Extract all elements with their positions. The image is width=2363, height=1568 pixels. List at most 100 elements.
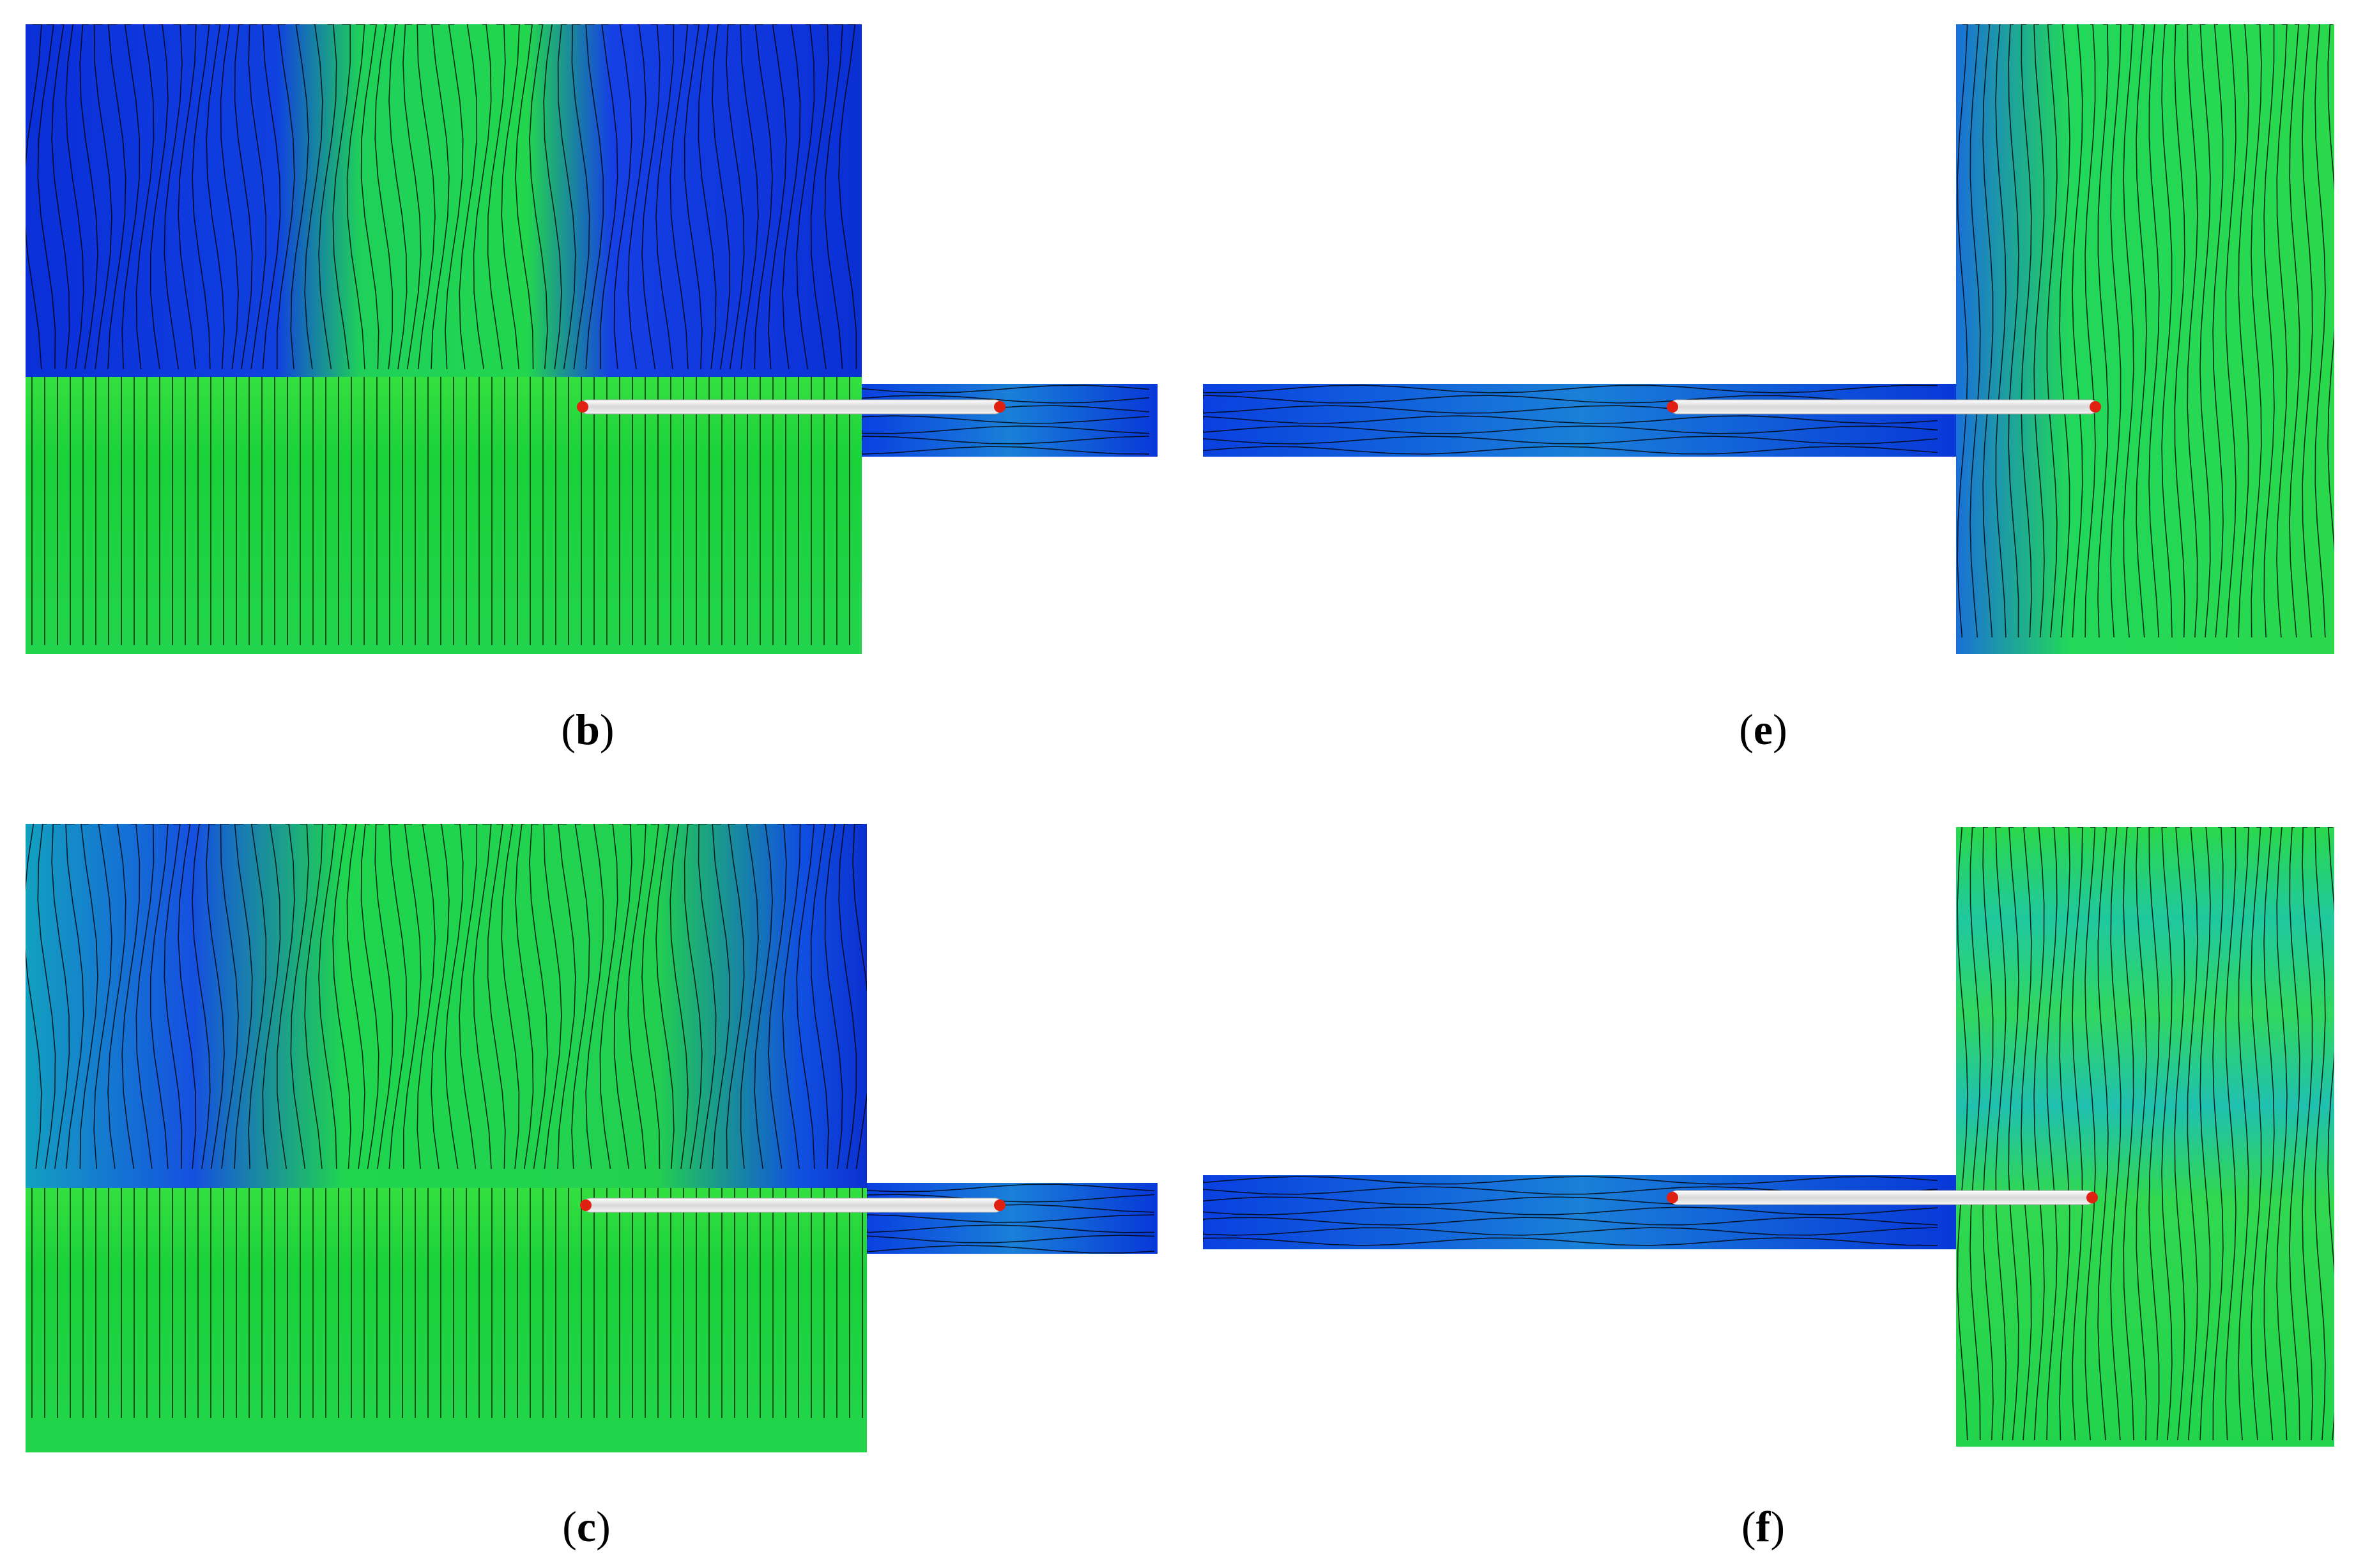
streamline bbox=[862, 436, 1150, 445]
blade-tip bbox=[2090, 401, 2101, 413]
streamline bbox=[149, 24, 169, 370]
streamline bbox=[543, 24, 562, 370]
streamline bbox=[1957, 24, 1968, 638]
label-open: ( bbox=[1739, 705, 1754, 754]
streamline bbox=[796, 824, 815, 1169]
streamline bbox=[2008, 827, 2019, 1441]
streamline bbox=[318, 24, 337, 370]
streamline bbox=[2033, 24, 2045, 638]
streamline bbox=[712, 24, 731, 370]
streamline bbox=[2033, 827, 2045, 1441]
streamline bbox=[487, 824, 506, 1169]
blade bbox=[1669, 399, 2099, 415]
streamline bbox=[2097, 827, 2109, 1441]
streamline bbox=[2084, 827, 2096, 1441]
flow-panel bbox=[26, 24, 1158, 654]
streamline bbox=[178, 824, 197, 1169]
streamline bbox=[51, 24, 70, 370]
streamline bbox=[515, 24, 534, 370]
streamline bbox=[473, 24, 492, 370]
streamline bbox=[487, 24, 506, 370]
streamline bbox=[796, 24, 815, 370]
panel-label: (f) bbox=[1741, 1502, 1785, 1551]
streamline bbox=[1203, 384, 1938, 393]
streamline bbox=[2148, 827, 2160, 1441]
streamline bbox=[2263, 827, 2275, 1441]
streamline bbox=[234, 24, 253, 370]
streamline bbox=[1203, 1176, 1938, 1185]
blade-tip bbox=[580, 1199, 592, 1211]
streamline bbox=[1203, 1206, 1938, 1215]
streamline bbox=[2238, 24, 2249, 638]
streamline bbox=[290, 24, 309, 370]
streamline bbox=[2008, 24, 2019, 638]
label-open: ( bbox=[561, 705, 576, 754]
streamline bbox=[360, 24, 379, 370]
streamline bbox=[599, 824, 618, 1169]
streamlines bbox=[26, 824, 867, 1169]
freestream-region bbox=[26, 377, 862, 654]
streamline bbox=[1203, 446, 1938, 455]
channel bbox=[1203, 384, 1956, 457]
streamline bbox=[501, 24, 520, 370]
streamline bbox=[1203, 395, 1938, 404]
streamline bbox=[543, 824, 562, 1169]
label-letter: c bbox=[577, 1502, 596, 1551]
streamline bbox=[2199, 827, 2211, 1441]
streamline bbox=[374, 24, 394, 370]
streamline bbox=[2136, 24, 2147, 638]
streamline bbox=[1982, 827, 1994, 1441]
freestream-region bbox=[1956, 24, 2334, 654]
streamline bbox=[2059, 24, 2070, 638]
label-close: ) bbox=[596, 1502, 611, 1551]
streamline bbox=[403, 824, 422, 1169]
panel-labels: (b) (e)(c) (f) bbox=[561, 705, 1787, 1551]
streamline bbox=[571, 24, 590, 370]
streamline bbox=[388, 824, 408, 1169]
streamline bbox=[248, 24, 267, 370]
streamline bbox=[277, 824, 295, 1169]
streamline bbox=[824, 24, 843, 370]
streamline bbox=[234, 824, 253, 1169]
streamline bbox=[571, 824, 590, 1169]
streamlines bbox=[1957, 24, 2334, 638]
streamline bbox=[2187, 24, 2198, 638]
streamline bbox=[2046, 24, 2058, 638]
label-letter: b bbox=[576, 705, 600, 754]
streamline bbox=[585, 24, 604, 370]
streamline bbox=[810, 24, 829, 370]
streamline bbox=[459, 824, 478, 1169]
vortex-region bbox=[26, 24, 862, 377]
blade-tip bbox=[1667, 1192, 1678, 1203]
streamline bbox=[262, 24, 281, 370]
streamline bbox=[867, 1184, 1155, 1192]
streamline bbox=[318, 824, 337, 1169]
flow-panel bbox=[26, 824, 1158, 1452]
streamline bbox=[2110, 827, 2122, 1441]
streamline bbox=[1995, 827, 2007, 1441]
blade bbox=[579, 399, 1003, 415]
streamlines bbox=[26, 24, 857, 370]
streamline bbox=[613, 24, 632, 370]
streamline bbox=[1203, 415, 1938, 424]
streamline bbox=[740, 24, 759, 370]
streamline bbox=[838, 24, 857, 370]
streamline bbox=[2161, 827, 2173, 1441]
streamline bbox=[51, 824, 70, 1169]
streamline bbox=[346, 824, 365, 1169]
streamline bbox=[2072, 827, 2083, 1441]
streamline bbox=[276, 24, 295, 370]
streamline bbox=[1969, 24, 1981, 638]
streamline bbox=[669, 824, 689, 1169]
streamline bbox=[164, 24, 183, 370]
streamline bbox=[698, 824, 717, 1169]
streamline bbox=[768, 824, 787, 1169]
streamline bbox=[26, 824, 42, 1169]
streamline bbox=[529, 24, 548, 370]
streamline bbox=[431, 824, 450, 1169]
streamline bbox=[459, 24, 478, 370]
streamline bbox=[332, 24, 351, 370]
streamline bbox=[2148, 24, 2160, 638]
flow-panel bbox=[1203, 24, 2334, 654]
